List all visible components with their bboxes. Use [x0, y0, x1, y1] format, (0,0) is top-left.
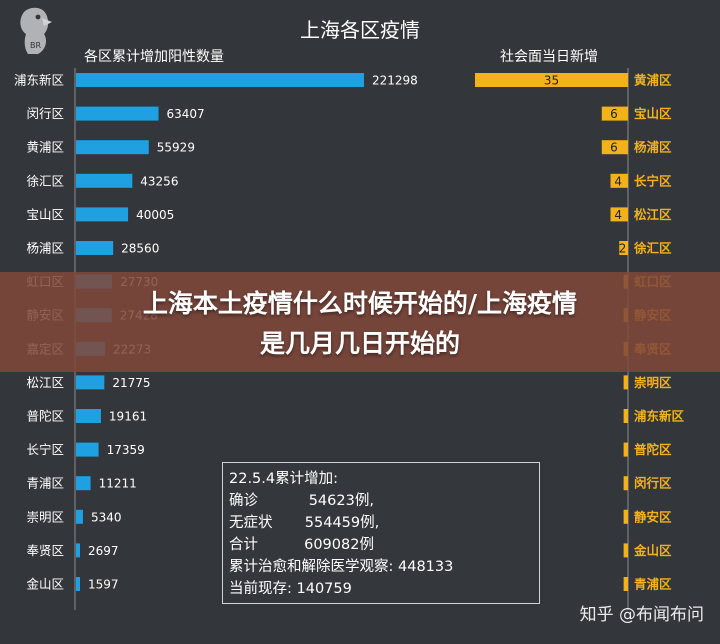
right-value-label: 4	[614, 208, 622, 222]
summary-line: 22.5.4累计增加:	[229, 471, 339, 487]
right-category-label: 普陀区	[634, 442, 672, 457]
left-value-label: 21775	[112, 376, 150, 390]
right-bar	[610, 207, 628, 222]
left-value-label: 221298	[372, 74, 418, 88]
left-category-label: 普陀区	[26, 409, 64, 424]
left-bar	[76, 509, 83, 524]
right-bar	[601, 140, 628, 155]
headline-line-1: 上海本土疫情什么时候开始的/上海疫情	[142, 289, 578, 318]
right-value-label: 6	[610, 141, 618, 155]
right-value-label: 4	[614, 174, 622, 188]
cumulative-summary-box: 22.5.4累计增加: 确诊 54623例, 无症状 554459例, 合计 6…	[222, 462, 540, 604]
left-category-label: 崇明区	[26, 509, 64, 524]
parrot-logo: BR	[10, 4, 56, 58]
right-bar	[610, 173, 628, 188]
left-category-label: 松江区	[26, 375, 64, 390]
headline-line-2: 是几月几日开始的	[259, 329, 460, 358]
right-bar	[623, 476, 628, 491]
summary-line: 无症状 554459例,	[229, 515, 380, 531]
left-bar	[76, 442, 99, 457]
left-category-label: 金山区	[26, 577, 64, 592]
left-value-label: 1597	[88, 578, 119, 592]
left-value-label: 28560	[121, 242, 159, 256]
left-bar	[76, 476, 91, 491]
left-value-label: 19161	[109, 410, 147, 424]
left-bar	[76, 409, 101, 423]
right-category-label: 杨浦区	[634, 140, 672, 155]
left-value-label: 2697	[88, 544, 119, 558]
chart-title: 上海各区疫情	[300, 18, 420, 42]
left-bar	[76, 577, 80, 591]
left-value-label: 11211	[99, 477, 137, 491]
right-bar	[623, 442, 628, 457]
left-value-label: 40005	[136, 208, 174, 222]
right-bar	[623, 543, 628, 558]
left-bar	[76, 207, 129, 222]
left-category-label: 徐汇区	[26, 173, 64, 188]
left-value-label: 43256	[140, 174, 178, 188]
zhihu-watermark: 知乎 @布闻布问	[579, 605, 704, 625]
right-category-label: 金山区	[633, 543, 672, 558]
right-category-label: 青浦区	[634, 577, 672, 592]
left-category-label: 黄浦区	[26, 140, 64, 155]
left-value-label: 63407	[167, 107, 205, 121]
left-bar	[76, 543, 80, 558]
right-chart-subtitle: 社会面当日新增	[500, 49, 598, 65]
summary-line: 合计 609082例	[229, 537, 374, 553]
left-category-label: 长宁区	[26, 442, 64, 457]
right-bar	[623, 509, 628, 524]
left-category-label: 浦东新区	[14, 73, 64, 88]
right-value-label: 2	[619, 242, 627, 256]
right-category-label: 静安区	[634, 509, 672, 524]
right-bar	[601, 106, 628, 121]
left-value-label: 55929	[157, 141, 195, 155]
summary-line: 确诊 54623例,	[229, 493, 374, 509]
left-category-label: 闵行区	[26, 106, 64, 121]
left-value-label: 5340	[91, 510, 122, 524]
left-bar	[76, 375, 105, 390]
left-category-label: 宝山区	[26, 207, 64, 222]
svg-text:BR: BR	[30, 41, 41, 50]
right-bar	[619, 241, 628, 255]
right-bar	[623, 375, 628, 390]
right-category-label: 宝山区	[634, 106, 672, 121]
right-bar	[623, 409, 628, 423]
right-value-label: 35	[544, 74, 559, 88]
left-category-label: 奉贤区	[26, 543, 64, 558]
left-bar	[76, 140, 149, 155]
left-bar	[76, 106, 159, 121]
headline-banner: 上海本土疫情什么时候开始的/上海疫情 是几月几日开始的	[0, 272, 720, 372]
right-category-label: 崇明区	[634, 375, 672, 390]
left-category-label: 杨浦区	[26, 241, 64, 256]
right-category-label: 徐汇区	[633, 241, 672, 256]
left-bar	[76, 73, 364, 87]
right-category-label: 黄浦区	[634, 73, 672, 88]
right-bar	[475, 73, 628, 87]
right-category-label: 松江区	[634, 207, 672, 222]
left-chart-subtitle: 各区累计增加阳性数量	[84, 49, 224, 65]
right-value-label: 6	[610, 107, 618, 121]
left-bar	[76, 241, 114, 255]
left-value-label: 17359	[107, 443, 145, 457]
summary-line: 当前现存: 140759	[229, 581, 352, 597]
left-bar	[76, 173, 133, 188]
right-category-label: 浦东新区	[634, 409, 685, 424]
right-category-label: 闵行区	[634, 476, 672, 491]
right-bar	[623, 577, 628, 591]
summary-line: 累计治愈和解除医学观察: 448133	[229, 559, 454, 575]
left-category-label: 青浦区	[26, 476, 64, 491]
right-category-label: 长宁区	[634, 173, 672, 188]
